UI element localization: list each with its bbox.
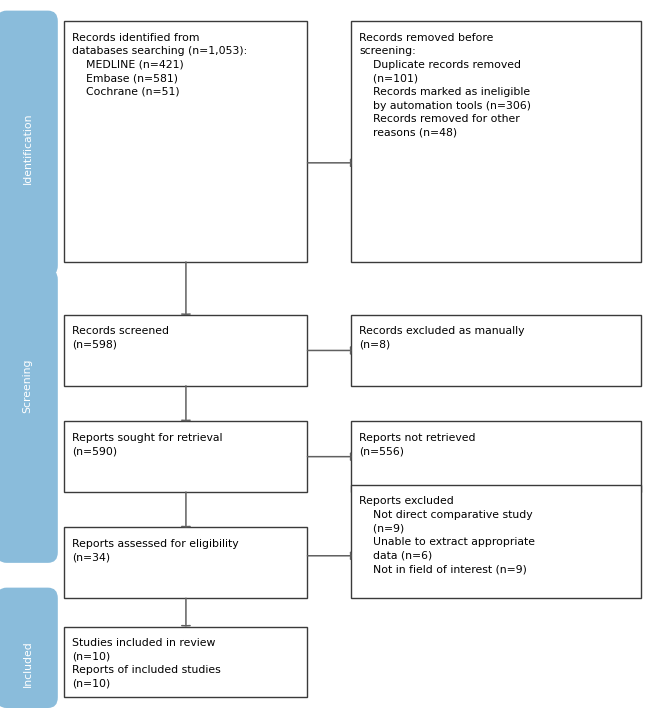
Text: Screening: Screening xyxy=(22,359,33,413)
FancyBboxPatch shape xyxy=(351,485,641,598)
FancyBboxPatch shape xyxy=(351,421,641,492)
FancyBboxPatch shape xyxy=(64,21,307,262)
Text: Records excluded as manually
(n=8): Records excluded as manually (n=8) xyxy=(359,326,525,350)
FancyBboxPatch shape xyxy=(64,421,307,492)
Text: Reports not retrieved
(n=556): Reports not retrieved (n=556) xyxy=(359,433,476,456)
FancyBboxPatch shape xyxy=(351,315,641,386)
Text: Identification: Identification xyxy=(22,113,33,184)
Text: Records screened
(n=598): Records screened (n=598) xyxy=(72,326,170,350)
FancyBboxPatch shape xyxy=(351,21,641,262)
Text: Records identified from
databases searching (n=1,053):
    MEDLINE (n=421)
    E: Records identified from databases search… xyxy=(72,33,248,97)
Text: Studies included in review
(n=10)
Reports of included studies
(n=10): Studies included in review (n=10) Report… xyxy=(72,638,221,689)
Text: Reports assessed for eligibility
(n=34): Reports assessed for eligibility (n=34) xyxy=(72,539,239,562)
FancyBboxPatch shape xyxy=(64,627,307,697)
FancyBboxPatch shape xyxy=(64,315,307,386)
Text: Included: Included xyxy=(22,641,33,687)
Text: Reports excluded
    Not direct comparative study
    (n=9)
    Unable to extrac: Reports excluded Not direct comparative … xyxy=(359,496,535,574)
FancyBboxPatch shape xyxy=(0,588,58,708)
Text: Records removed before
screening:
    Duplicate records removed
    (n=101)
    : Records removed before screening: Duplic… xyxy=(359,33,532,138)
Text: Reports sought for retrieval
(n=590): Reports sought for retrieval (n=590) xyxy=(72,433,223,456)
FancyBboxPatch shape xyxy=(64,527,307,598)
FancyBboxPatch shape xyxy=(0,269,58,563)
FancyBboxPatch shape xyxy=(0,11,58,276)
